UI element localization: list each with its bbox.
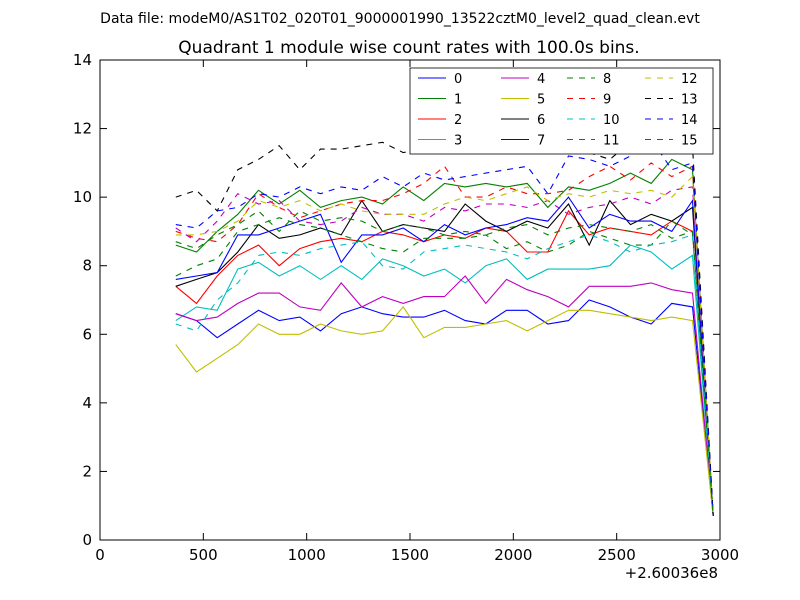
legend-label-9: 9: [603, 93, 611, 108]
series-line-0: [175, 299, 714, 517]
x-tick-label: 1000: [288, 546, 326, 564]
series-line-12: [175, 175, 714, 517]
x-tick-label: 500: [189, 546, 218, 564]
legend-label-7: 7: [537, 134, 545, 149]
series-line-11: [175, 186, 714, 517]
legend-label-15: 15: [681, 134, 698, 149]
series-line-10: [175, 234, 714, 517]
x-tick-label: 3000: [701, 546, 739, 564]
series-line-8: [175, 217, 714, 517]
y-tick-label: 4: [82, 394, 92, 412]
series-line-9: [175, 162, 714, 517]
y-tick-label: 12: [73, 120, 92, 138]
legend-label-4: 4: [537, 72, 545, 87]
y-tick-label: 2: [82, 462, 92, 480]
series-line-15: [175, 210, 714, 517]
series-line-4: [175, 275, 714, 517]
figure-suptitle: Data file: modeM0/AS1T02_020T01_90000019…: [100, 11, 700, 27]
legend-label-0: 0: [454, 72, 462, 87]
series-line-6: [175, 199, 714, 517]
x-axis-offset-label: +2.60036e8: [625, 564, 718, 582]
x-tick-label: 2500: [598, 546, 636, 564]
x-tick-label: 1500: [391, 546, 429, 564]
y-tick-label: 10: [73, 188, 92, 206]
series-line-3: [175, 244, 714, 517]
y-tick-label: 8: [82, 257, 92, 275]
legend-label-11: 11: [603, 134, 620, 149]
x-tick-label: 0: [95, 546, 105, 564]
legend-label-5: 5: [537, 93, 545, 108]
y-tick-label: 0: [82, 531, 92, 549]
y-tick-label: 14: [73, 51, 92, 69]
series-line-14: [175, 138, 714, 517]
legend-label-6: 6: [537, 113, 545, 128]
legend-label-14: 14: [681, 113, 698, 128]
legend-label-3: 3: [454, 134, 462, 149]
x-tick-label: 2000: [494, 546, 532, 564]
series-line-5: [175, 305, 714, 517]
series-line-7: [175, 196, 714, 517]
y-tick-label: 6: [82, 325, 92, 343]
legend-label-2: 2: [454, 113, 462, 128]
legend-label-12: 12: [681, 72, 698, 87]
chart-title: Quadrant 1 module wise count rates with …: [178, 38, 639, 58]
legend-label-1: 1: [454, 93, 462, 108]
legend-label-8: 8: [603, 72, 611, 87]
legend-label-10: 10: [603, 113, 620, 128]
legend-label-13: 13: [681, 93, 698, 108]
